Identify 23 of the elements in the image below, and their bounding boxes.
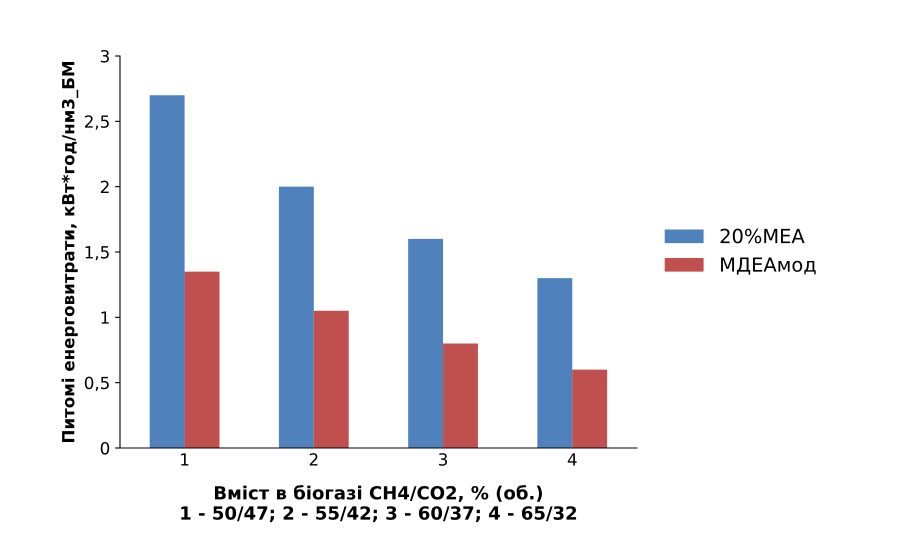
bar [184,272,220,448]
y-tick-label: 0 [100,442,110,455]
y-tick-label: 1,5 [86,246,109,260]
x-tick-label: 4 [568,453,577,466]
x-tick-label: 1 [181,453,188,466]
bar [443,343,478,448]
legend-label: МДЕАмод [721,257,816,275]
bar [408,238,444,448]
y-tick-label: 0,5 [84,376,109,391]
x-axis-title: Вміст в біогазі CH4/CO2, % (об.) 1 - 50/47; 2 - 55/42; 3 - 60/37; 4 - 65/32 [181,485,576,522]
y-axis-title: Питомі енерговитрати, кВт*год/нм3_БМ [62,62,78,442]
y-tick-label: 2 [100,180,109,193]
y-tick-label: 1 [101,312,109,324]
bar [278,186,314,448]
bar [314,310,349,448]
x-tick-label: 3 [439,453,448,466]
legend-label: 20%МЕА [720,228,805,244]
bar [537,278,572,448]
y-tick-label: 3 [100,50,109,63]
y-tick-label: 2,5 [84,115,109,130]
bar [572,370,608,448]
x-tick-label: 2 [310,453,318,466]
bar [150,95,185,448]
